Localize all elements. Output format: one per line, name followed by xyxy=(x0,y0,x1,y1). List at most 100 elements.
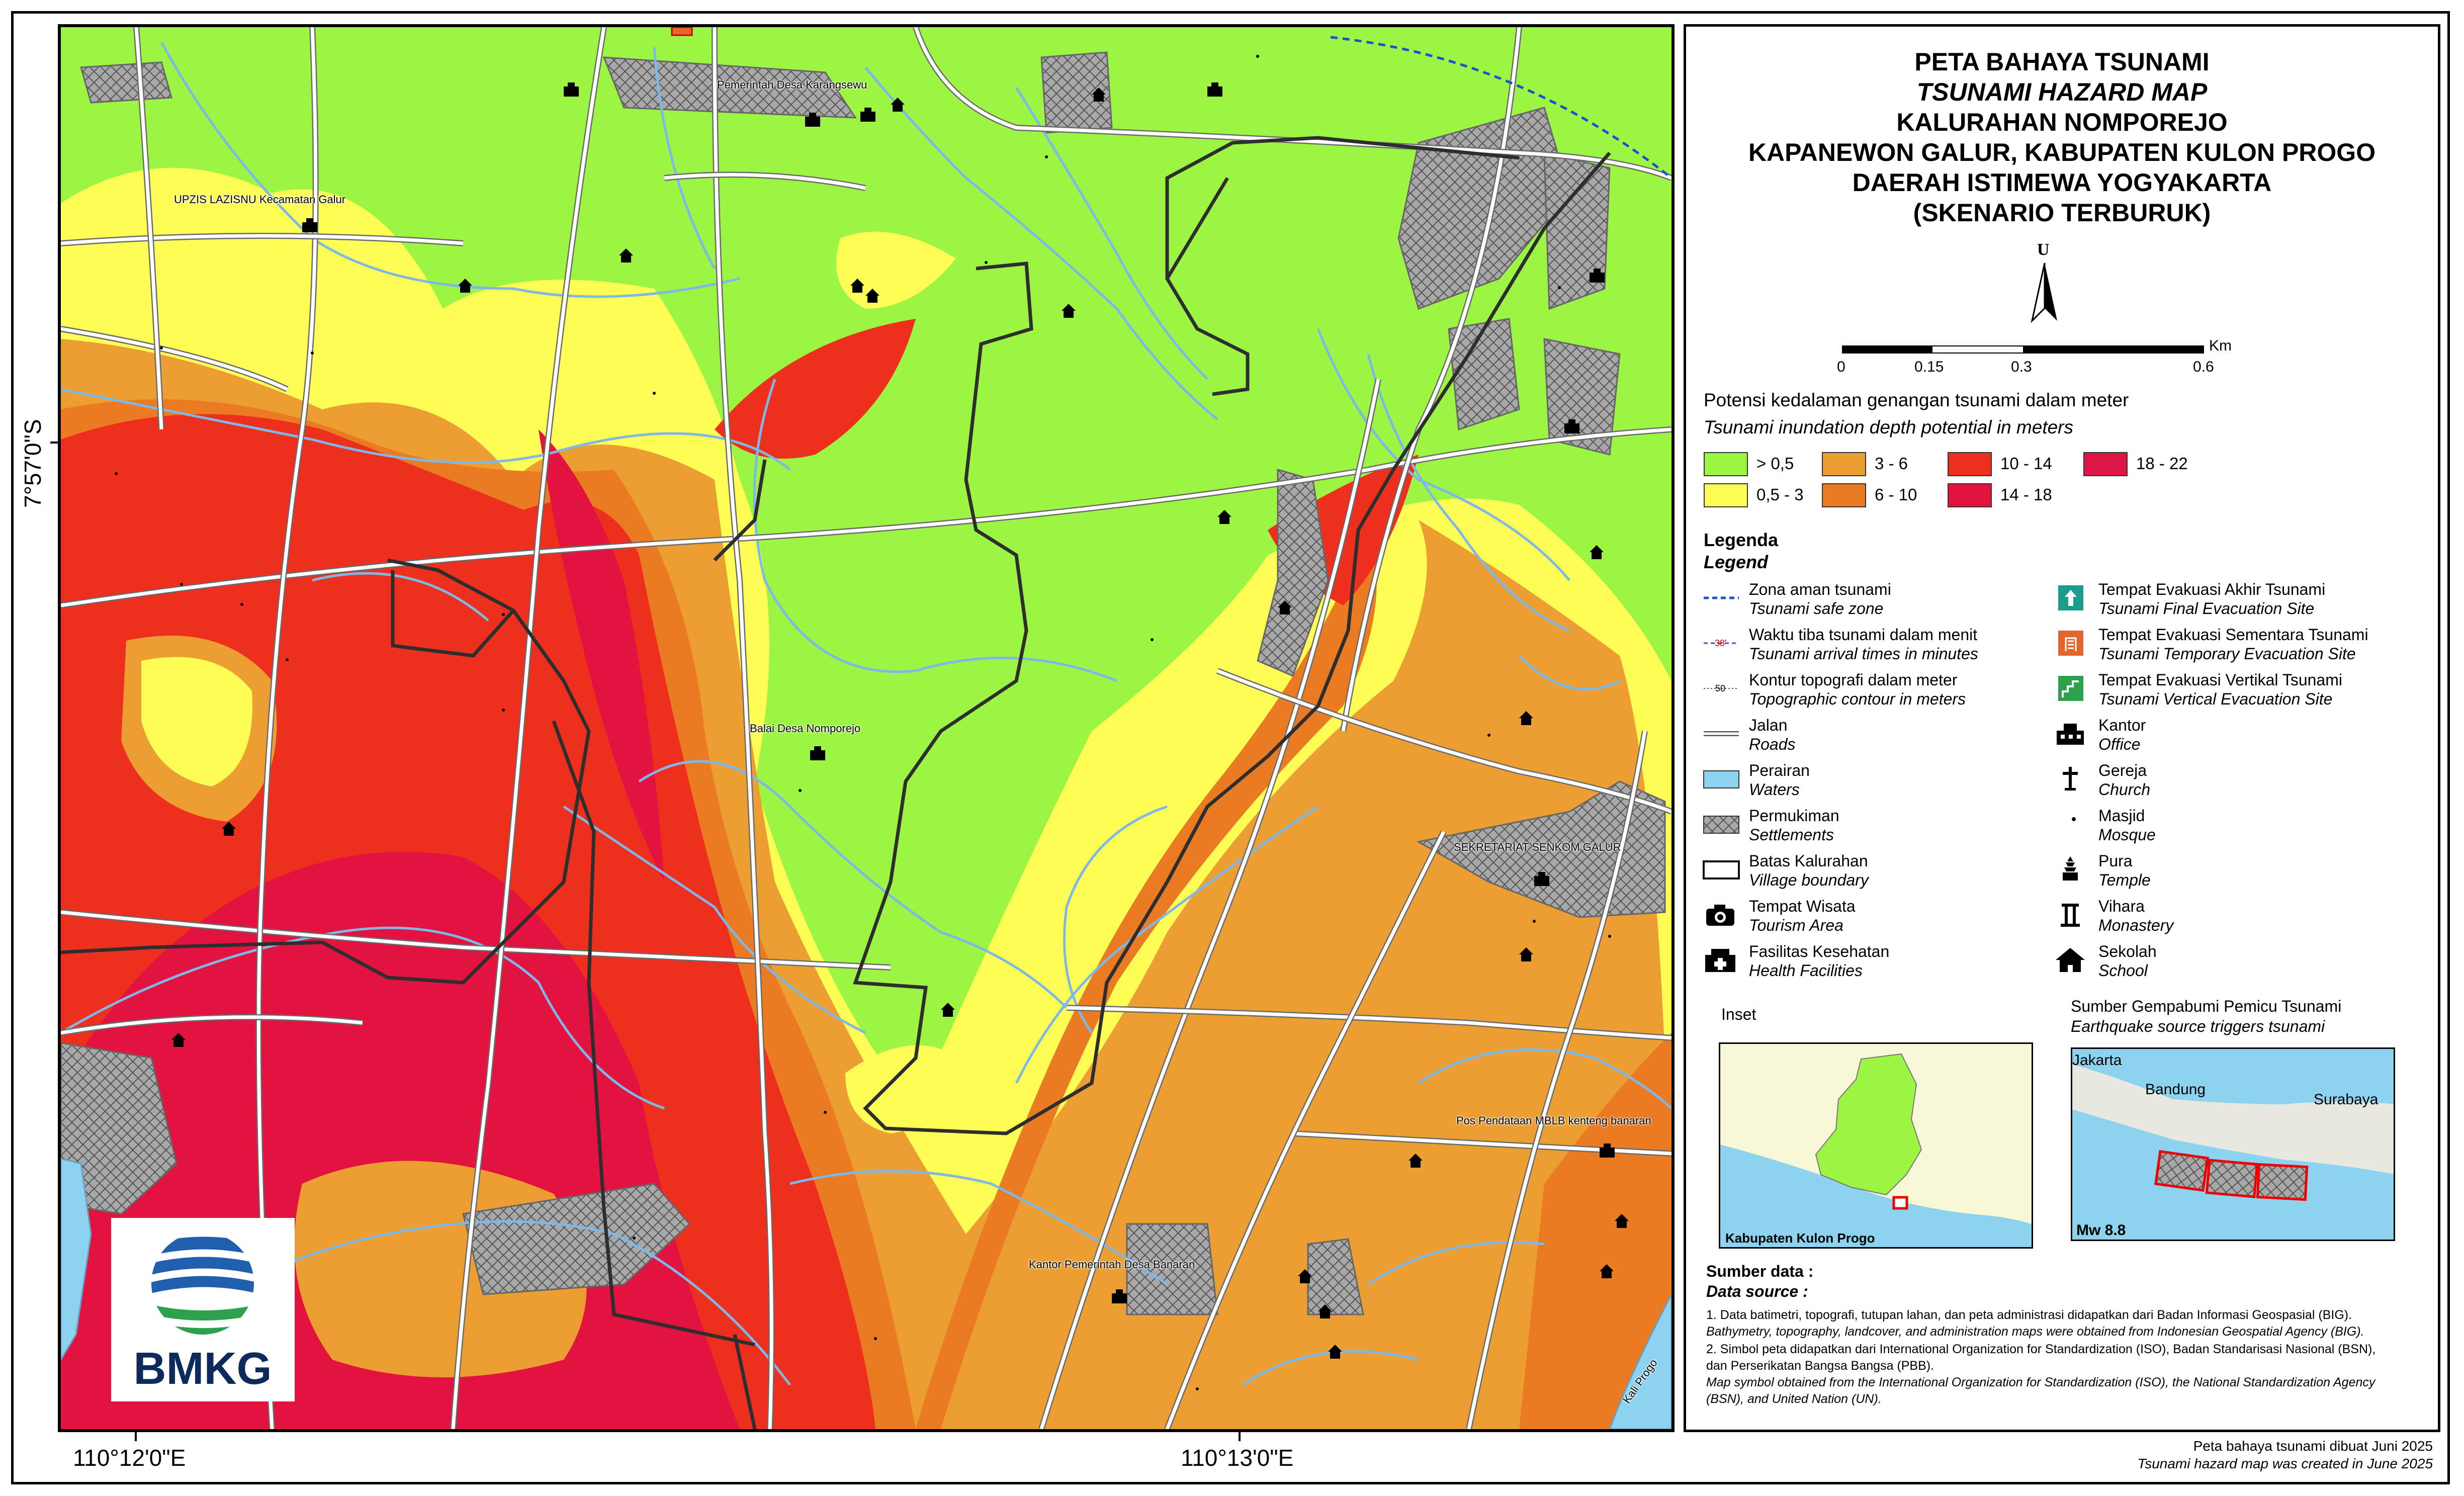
school-icon xyxy=(865,289,879,303)
office-icon xyxy=(860,108,875,122)
depth-heading-en: Tsunami inundation depth potential in me… xyxy=(1704,417,2073,437)
source-item-1-en: Bathymetry, topography, landcover, and a… xyxy=(1706,1325,2364,1339)
label-senkom: SEKRETARIAT SENKOM GALUR xyxy=(1454,841,1621,853)
road-6 xyxy=(1341,27,1521,732)
batas-label-id: Batas Kalurahan xyxy=(1749,852,1868,870)
kantor-label-id: Kantor xyxy=(2098,716,2146,734)
sekolah-label-id: Sekolah xyxy=(2098,942,2157,960)
source-item-2a: 2. Simbol peta didapatkan dari Internati… xyxy=(1706,1342,2376,1356)
school-icon xyxy=(1278,600,1292,614)
safe-zone-line-icon xyxy=(1704,596,1739,599)
school-icon xyxy=(1600,1264,1614,1278)
depth-zone-4 xyxy=(916,530,1377,1429)
wisata-legend-label: Tempat Wisata Tourism Area xyxy=(1749,897,1856,935)
boundary-0 xyxy=(853,151,1611,1135)
vihara-legend-icon xyxy=(2051,900,2091,930)
arrival-time-line-icon: 38' xyxy=(1704,638,1739,648)
kontur-legend-icon: 50 xyxy=(1701,673,1741,703)
svg-text:50: 50 xyxy=(1715,683,1725,693)
source-item-2-en-a: Map symbol obtained from the Internation… xyxy=(1706,1375,2375,1389)
source-item-1: 1. Data batimetri, topografi, tutupan la… xyxy=(1706,1308,2352,1322)
gereja-legend-label: Gereja Church xyxy=(2098,761,2150,799)
river-10 xyxy=(61,926,665,1110)
mosque-icon xyxy=(171,580,183,594)
depth-swatch-label-3: 6 - 10 xyxy=(1875,485,1917,504)
city-jakarta: Jakarta xyxy=(2072,1052,2122,1069)
perairan-label-en: Waters xyxy=(1749,780,1800,799)
source-item-2-en-b: (BSN), and United Nation (UN). xyxy=(1706,1392,1882,1406)
mosque-icon xyxy=(790,786,802,801)
wisata-label-id: Tempat Wisata xyxy=(1749,897,1856,915)
river-9 xyxy=(563,805,866,1034)
office-icon xyxy=(564,82,579,97)
lon-right-label: 110°13'0"E xyxy=(1181,1445,1294,1471)
village-boundary-icon xyxy=(1703,860,1740,879)
tesm-label-id: Tempat Evakuasi Sementara Tsunami xyxy=(2098,626,2368,644)
jalan-label-en: Roads xyxy=(1749,735,1796,753)
permukiman-label-en: Settlements xyxy=(1749,826,1834,844)
river-lines xyxy=(61,41,1671,1429)
road-11 xyxy=(1066,1006,1671,1040)
depth-swatch-label-2: 3 - 6 xyxy=(1875,454,1908,473)
lon-tick-right xyxy=(1239,1432,1241,1441)
scale-bar xyxy=(1842,345,2204,354)
mosque-icon xyxy=(493,610,505,625)
quake-source-map: Jakarta Bandung Surabaya Mw 8.8 xyxy=(2071,1047,2395,1241)
bmkg-logo: BMKG xyxy=(111,1218,295,1401)
temporary-evacuation-icon xyxy=(2058,631,2083,656)
city-surabaya: Surabaya xyxy=(2314,1091,2379,1108)
svg-text:38': 38' xyxy=(1715,638,1726,648)
evacuation-site-marker xyxy=(671,27,693,36)
river-18 xyxy=(1518,655,1621,691)
depth-swatch-label-6: 18 - 22 xyxy=(2136,454,2188,473)
boundary-4 xyxy=(391,570,515,658)
kesehatan-legend-icon xyxy=(1701,945,1741,975)
scale-tick-0: 0 xyxy=(1837,359,1845,375)
quake-map-graphic: Jakarta Bandung Surabaya Mw 8.8 xyxy=(2072,1052,2394,1239)
kantor-legend-icon xyxy=(2051,719,2091,749)
school-icon xyxy=(1062,304,1076,318)
wisata-label-en: Tourism Area xyxy=(1749,916,1843,934)
school-icon xyxy=(222,822,236,836)
depth-zone-12 xyxy=(141,657,252,786)
village-boundary-line xyxy=(61,136,1611,1429)
label-mblb: Pos Pendataan MBLB kenteng banaran xyxy=(1456,1114,1651,1127)
road-0 xyxy=(61,427,1671,607)
hazard-map-canvas[interactable] xyxy=(61,27,1671,1429)
settlement-8 xyxy=(1416,780,1666,918)
school-icon xyxy=(1519,711,1533,725)
mosque-icon xyxy=(2058,813,2076,834)
mosque-icon xyxy=(106,470,118,484)
zona-legend-label: Zona aman tsunami Tsunami safe zone xyxy=(1749,580,1891,618)
mosque-icon xyxy=(976,258,988,273)
river-16 xyxy=(1063,805,1168,1034)
north-label: U xyxy=(2037,240,2050,259)
scale-tick-1: 0.15 xyxy=(1914,359,1944,375)
mosque-icon xyxy=(1142,636,1154,650)
road-10 xyxy=(1216,669,1671,814)
boundary-7 xyxy=(733,1334,757,1429)
road-16 xyxy=(61,1015,363,1035)
zona-label-en: Tsunami safe zone xyxy=(1749,599,1884,618)
mosque-icon xyxy=(1524,917,1536,931)
legend-panel: PETA BAHAYA TSUNAMI TSUNAMI HAZARD MAP K… xyxy=(1684,24,2440,1432)
river-4 xyxy=(864,66,1218,420)
mosque-icon xyxy=(1600,932,1611,946)
gereja-legend-icon xyxy=(2051,764,2091,794)
map-frame[interactable]: Pemerintah Desa Karangsewu UPZIS LAZISNU… xyxy=(58,24,1675,1432)
river-12 xyxy=(789,1170,1168,1286)
created-note-en: Tsunami hazard map was created in June 2… xyxy=(2137,1456,2433,1471)
created-note: Peta bahaya tsunami dibuat Juni 2025 xyxy=(2193,1438,2433,1454)
permukiman-label-id: Permukiman xyxy=(1749,807,1839,825)
label-upzis: UPZIS LAZISNU Kecamatan Galur xyxy=(174,193,346,206)
sekolah-label-en: School xyxy=(2098,961,2148,980)
mosque-icon xyxy=(1479,731,1490,745)
kesehatan-label-id: Fasilitas Kesehatan xyxy=(1749,942,1890,960)
school-icon xyxy=(1092,87,1106,102)
label-nomporejo: Balai Desa Nomporejo xyxy=(750,722,861,735)
school-icon xyxy=(1590,545,1604,559)
permukiman-legend-label: Permukiman Settlements xyxy=(1749,806,1839,844)
mosque-icon xyxy=(865,1335,877,1349)
quake-heading: Sumber Gempabumi Pemicu Tsunami xyxy=(2071,997,2342,1015)
zona-label-id: Zona aman tsunami xyxy=(1749,580,1891,598)
